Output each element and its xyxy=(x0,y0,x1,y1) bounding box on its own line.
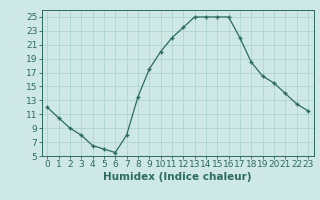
X-axis label: Humidex (Indice chaleur): Humidex (Indice chaleur) xyxy=(103,172,252,182)
